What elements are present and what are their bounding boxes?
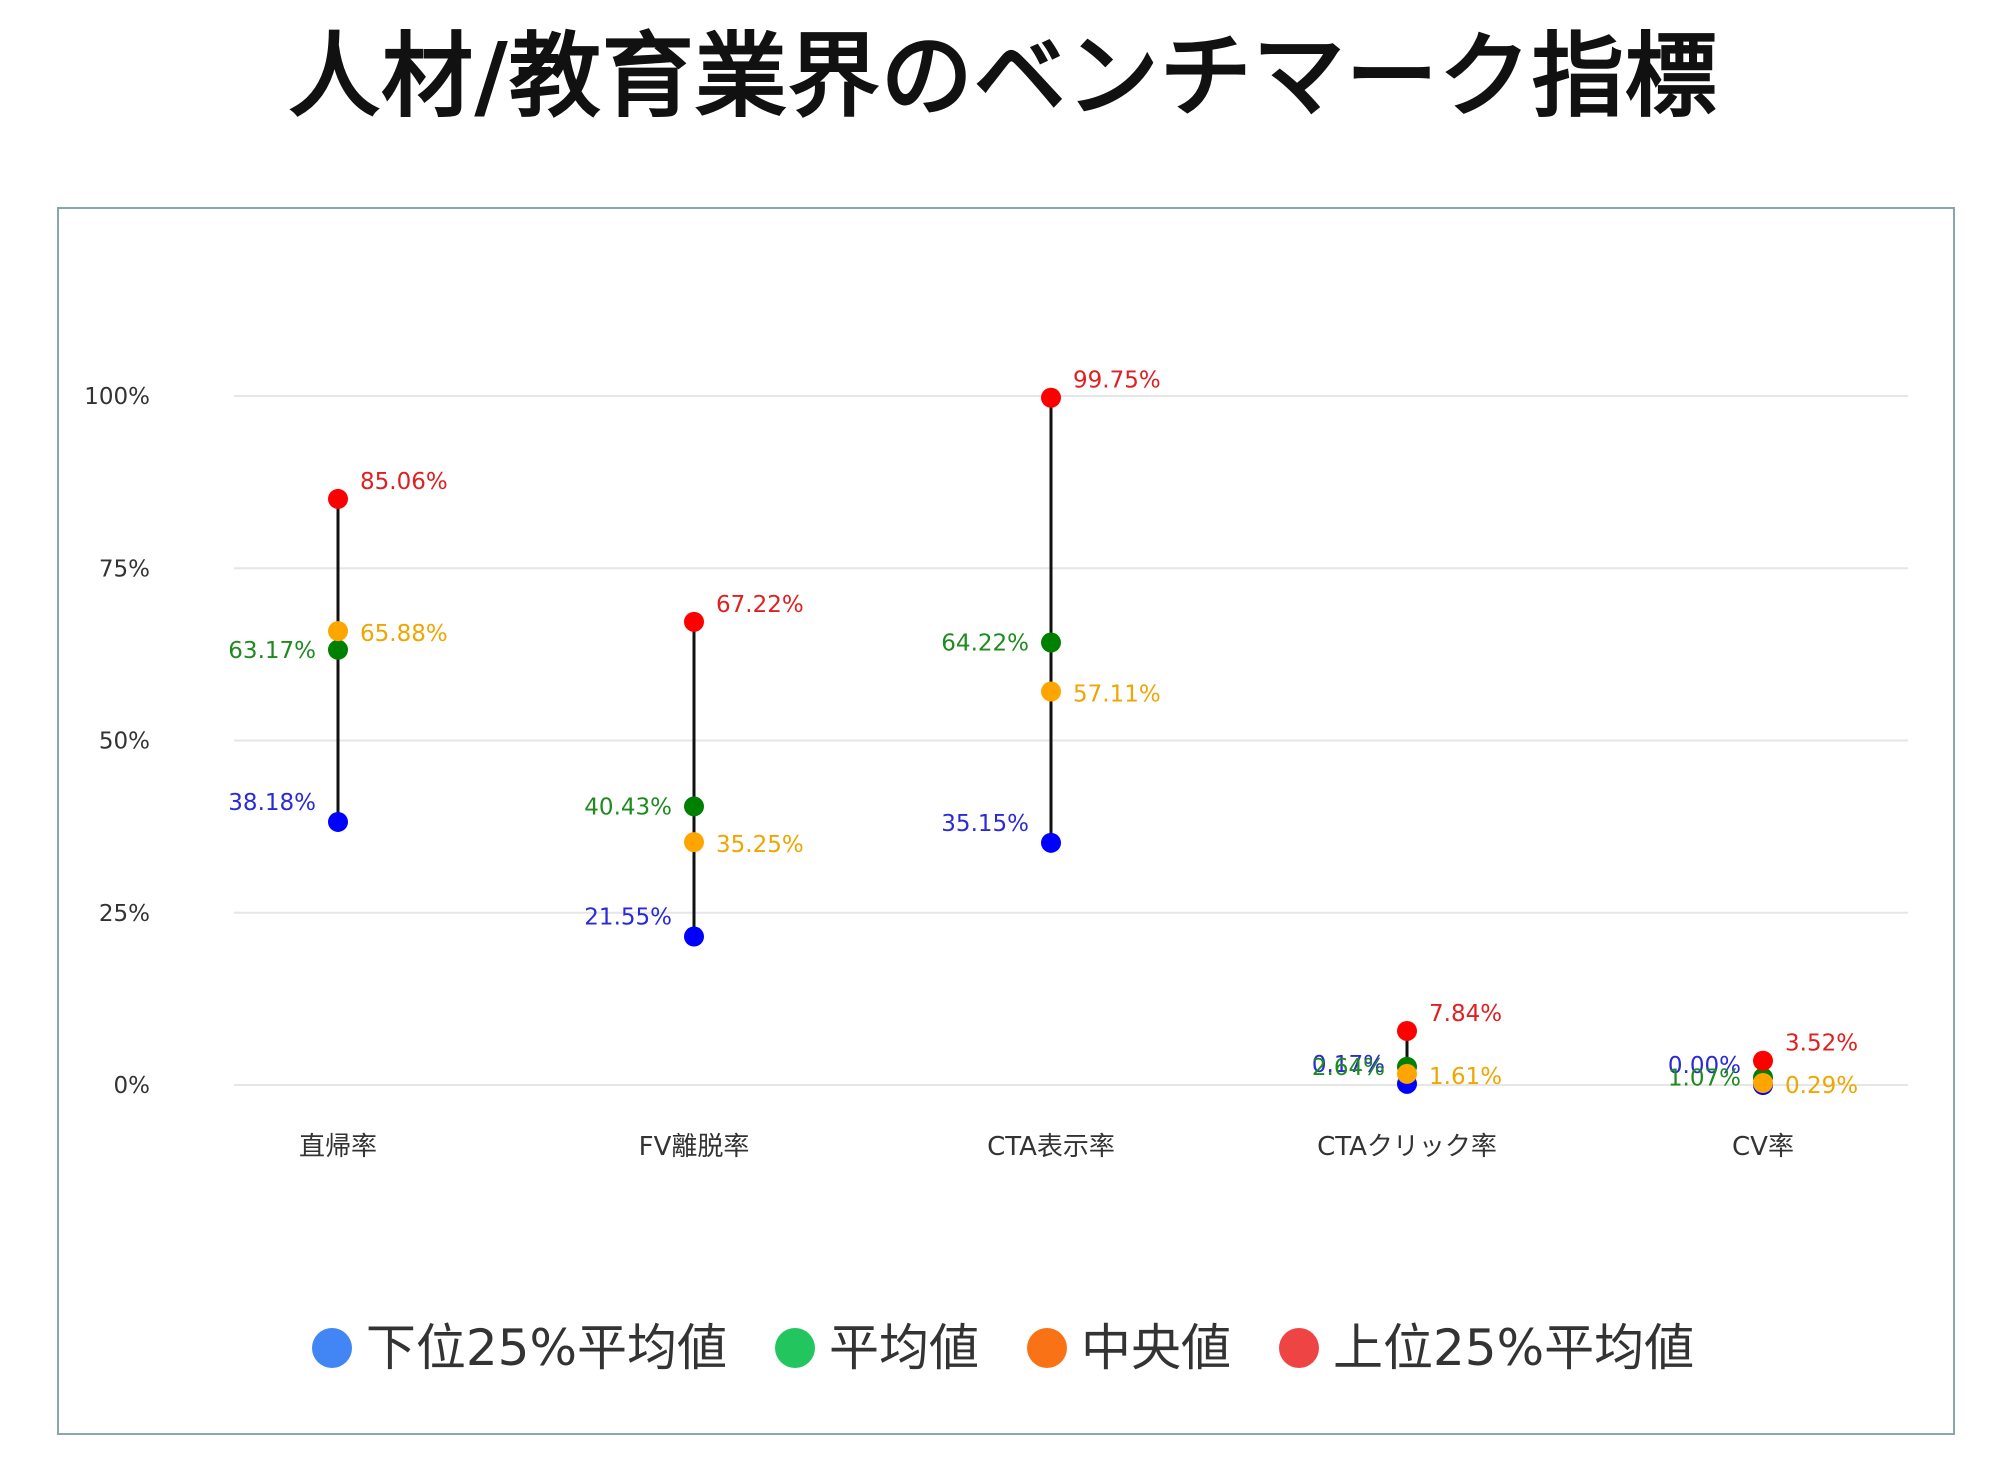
- data-label-low: 0.17%: [1312, 1052, 1385, 1078]
- data-point-avg: [684, 796, 704, 817]
- data-point-median: [1753, 1073, 1773, 1094]
- legend-swatch: [311, 1328, 352, 1368]
- legend-label: 上位25%平均値: [1333, 1319, 1695, 1377]
- y-tick-label: 25%: [99, 901, 150, 927]
- data-label-median: 57.11%: [1073, 682, 1161, 708]
- data-point-median: [1397, 1063, 1417, 1084]
- data-label-high: 3.52%: [1785, 1031, 1858, 1057]
- y-tick-label: 50%: [99, 729, 150, 755]
- page-title: 人材/教育業界のベンチマーク指標: [288, 23, 1718, 130]
- y-axis-ticks: 0% 25% 50% 75% 100%: [84, 384, 150, 1099]
- x-category-label: CTAクリック率: [1317, 1132, 1497, 1162]
- data-points: [328, 387, 1773, 1095]
- data-point-low: [1041, 832, 1061, 853]
- data-label-low: 38.18%: [228, 790, 316, 816]
- legend-swatch: [775, 1328, 815, 1368]
- chart-legend: 下位25%平均値 平均値 中央値 上位25%平均値: [0, 1318, 2006, 1378]
- legend-label: 下位25%平均値: [365, 1319, 727, 1377]
- y-tick-label: 100%: [84, 384, 150, 410]
- data-point-low: [328, 811, 348, 832]
- y-tick-label: 0%: [114, 1073, 151, 1099]
- data-point-low: [684, 926, 704, 947]
- data-point-high: [1753, 1050, 1773, 1071]
- data-label-high: 99.75%: [1073, 368, 1161, 394]
- data-label-low: 21.55%: [584, 905, 672, 931]
- data-label-avg: 64.22%: [941, 631, 1029, 657]
- data-point-avg: [1041, 632, 1061, 653]
- y-tick-label: 75%: [99, 556, 150, 582]
- data-label-high: 67.22%: [716, 592, 804, 618]
- x-category-label: FV離脱率: [639, 1132, 750, 1162]
- data-point-high: [1397, 1020, 1417, 1041]
- legend-item-high: 上位25%平均値: [1279, 1318, 1694, 1378]
- x-axis-categories: 直帰率 FV離脱率 CTA表示率 CTAクリック率 CV率: [299, 1132, 1794, 1162]
- legend-item-avg: 平均値: [775, 1318, 979, 1378]
- data-label-median: 65.88%: [360, 621, 448, 647]
- data-label-median: 35.25%: [716, 832, 804, 858]
- legend-item-median: 中央値: [1027, 1318, 1231, 1378]
- data-point-high: [684, 611, 704, 632]
- data-point-median: [1041, 681, 1061, 702]
- data-label-avg: 1.07%: [1668, 1066, 1741, 1092]
- x-category-label: CTA表示率: [987, 1132, 1115, 1162]
- data-label-median: 0.29%: [1785, 1073, 1858, 1099]
- x-category-label: 直帰率: [299, 1132, 377, 1162]
- chart-frame: [57, 207, 1955, 1435]
- legend-swatch: [1279, 1328, 1319, 1368]
- data-label-avg: 40.43%: [584, 794, 672, 820]
- data-label-high: 7.84%: [1429, 1001, 1502, 1027]
- data-point-high: [1041, 387, 1061, 408]
- x-category-label: CV率: [1732, 1132, 1794, 1162]
- data-point-median: [328, 621, 348, 642]
- data-point-avg: [328, 639, 348, 660]
- data-point-median: [684, 832, 704, 853]
- data-label-high: 85.06%: [360, 469, 448, 495]
- data-label-median: 1.61%: [1429, 1064, 1502, 1090]
- data-point-high: [328, 488, 348, 509]
- legend-label: 中央値: [1081, 1319, 1231, 1377]
- legend-label: 平均値: [829, 1319, 979, 1377]
- data-label-low: 0.00%: [1668, 1053, 1741, 1079]
- grid-lines: [234, 395, 1908, 1086]
- data-labels: 38.18% 21.55% 35.15% 0.17% 0.00% 63.17% 40.43%…: [228, 368, 1858, 1099]
- legend-swatch: [1027, 1328, 1067, 1368]
- data-label-low: 35.15%: [941, 811, 1029, 837]
- data-label-avg: 63.17%: [228, 638, 316, 664]
- data-label-avg: 2.64%: [1312, 1055, 1385, 1081]
- legend-item-low: 下位25%平均値: [311, 1318, 727, 1378]
